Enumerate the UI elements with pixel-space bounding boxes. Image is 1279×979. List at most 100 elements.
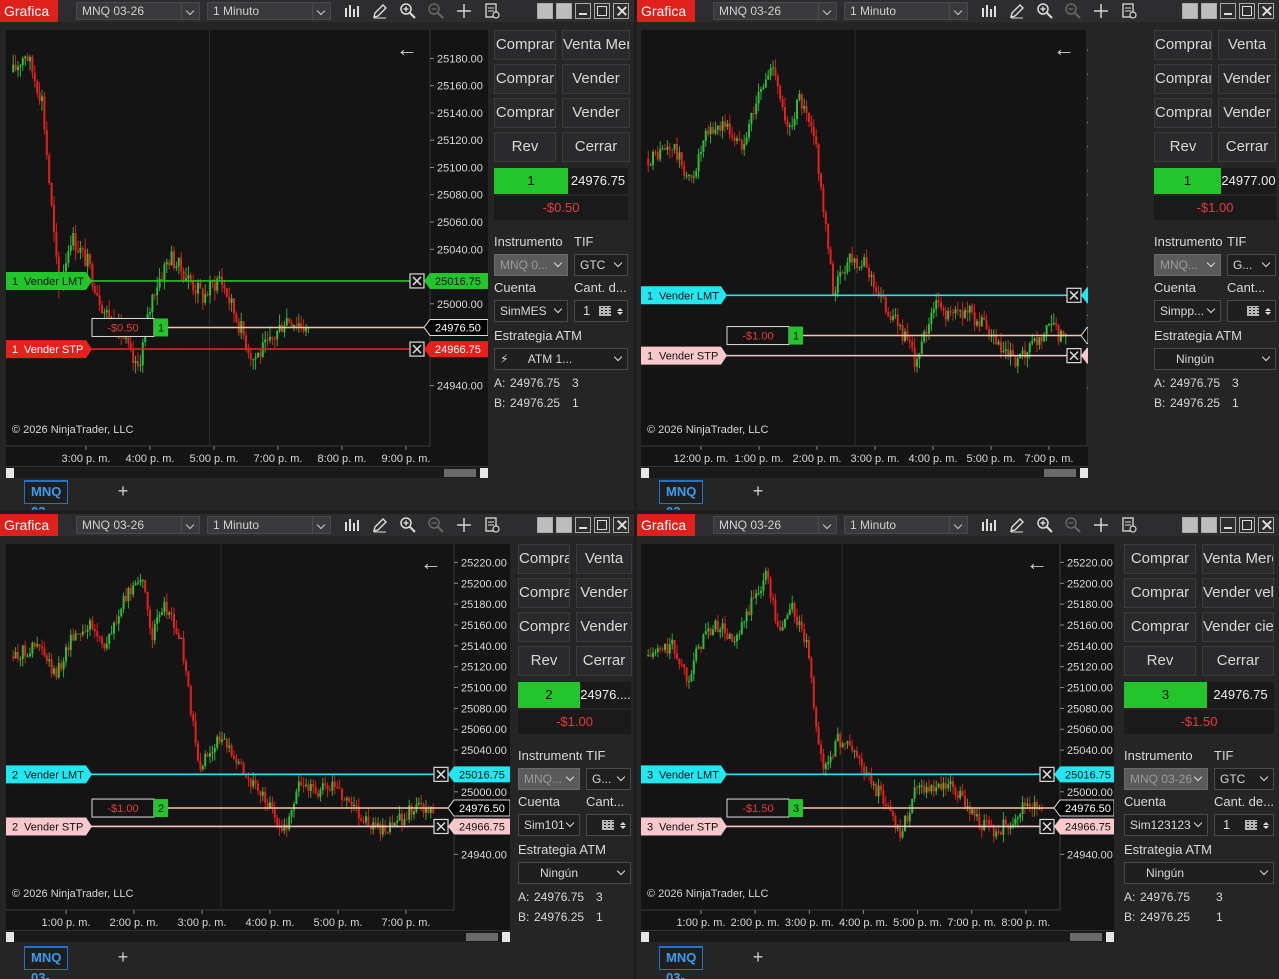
- scroll-right-arrow[interactable]: [1106, 932, 1114, 942]
- tif-select[interactable]: GTC: [1214, 768, 1274, 790]
- sell-close-button[interactable]: Vender: [562, 98, 630, 128]
- sell-limit-order-line[interactable]: 1 Vender LMT 25016.75: [6, 271, 488, 290]
- position-line[interactable]: -$0.50 1: [91, 317, 430, 337]
- buy-bar-button[interactable]: Comprar: [518, 578, 570, 608]
- crosshair-icon[interactable]: [1091, 2, 1111, 20]
- calculator-icon[interactable]: [1247, 306, 1259, 316]
- sell-bar-button[interactable]: Vender: [1218, 64, 1276, 94]
- buy-market-button[interactable]: Comprar: [1154, 30, 1212, 60]
- minimize-button[interactable]: [1220, 517, 1236, 533]
- sell-stop-order-line[interactable]: 2 Vender STP 24966.75: [6, 817, 510, 836]
- maximize-button[interactable]: [1239, 3, 1255, 19]
- price-chart[interactable]: 25220.0025200.0025180.0025160.0025140.00…: [641, 30, 1088, 468]
- sell-market-button[interactable]: Venta: [1218, 30, 1276, 60]
- buy-bar-button[interactable]: Comprar: [494, 64, 556, 94]
- tab-instrument[interactable]: MNQ 03-26: [659, 480, 704, 510]
- scroll-right-arrow[interactable]: [480, 468, 488, 478]
- close-button[interactable]: [1258, 517, 1274, 533]
- minimize-button[interactable]: [1220, 3, 1236, 19]
- scroll-thumb[interactable]: [1044, 469, 1076, 477]
- calculator-icon[interactable]: [1245, 820, 1257, 830]
- zoom-out-icon[interactable]: [1063, 2, 1083, 20]
- position-line[interactable]: -$1.50 3: [726, 798, 1060, 818]
- tab-instrument[interactable]: MNQ 03-26: [24, 946, 69, 979]
- tif-select[interactable]: G...: [1227, 254, 1276, 276]
- pencil-icon[interactable]: [370, 2, 390, 20]
- close-order-icon[interactable]: [433, 766, 449, 782]
- sell-bar-button[interactable]: Vender: [562, 64, 630, 94]
- reverse-button[interactable]: Rev: [518, 646, 570, 676]
- sell-limit-order-line[interactable]: 3 Vender LMT 25016.75: [641, 765, 1114, 784]
- instrument-selector[interactable]: MNQ 03-26: [713, 516, 837, 534]
- sell-market-button[interactable]: Venta: [576, 544, 632, 574]
- window-restore-button[interactable]: [1182, 517, 1198, 533]
- back-arrow-icon[interactable]: ←: [396, 36, 418, 61]
- window-restore-button[interactable]: [537, 3, 553, 19]
- close-order-icon[interactable]: [1039, 818, 1055, 835]
- plus-icon[interactable]: +: [117, 481, 129, 501]
- window-restore-button[interactable]: [537, 517, 553, 533]
- instrument-selector[interactable]: MNQ 03-26: [76, 516, 200, 534]
- minimize-button[interactable]: [575, 3, 591, 19]
- buy-market-button[interactable]: Comprar: [1124, 544, 1196, 574]
- sell-stop-order-line[interactable]: 3 Vender STP 24966.75: [641, 817, 1114, 836]
- maximize-button[interactable]: [594, 3, 610, 19]
- horizontal-scrollbar[interactable]: [641, 930, 1114, 942]
- close-button[interactable]: [613, 3, 629, 19]
- properties-icon[interactable]: [1119, 2, 1139, 20]
- interval-selector[interactable]: 1 Minuto: [844, 2, 968, 20]
- window-tile-button[interactable]: [556, 517, 572, 533]
- quantity-stepper[interactable]: 1: [574, 300, 628, 322]
- quantity-stepper[interactable]: [586, 814, 631, 836]
- sell-bar-button[interactable]: Vender vela: [1202, 578, 1274, 608]
- buy-close-button[interactable]: Comprar: [1154, 98, 1212, 128]
- instrument-selector[interactable]: MNQ 03-26: [713, 2, 837, 20]
- buy-close-button[interactable]: Comprar: [1124, 612, 1196, 642]
- pencil-icon[interactable]: [1007, 2, 1027, 20]
- zoom-in-icon[interactable]: [398, 2, 418, 20]
- zoom-in-icon[interactable]: [1035, 516, 1055, 534]
- buy-bar-button[interactable]: Comprar: [1124, 578, 1196, 608]
- zoom-in-icon[interactable]: [1035, 2, 1055, 20]
- order-tag[interactable]: [6, 817, 92, 836]
- window-tile-button[interactable]: [1201, 517, 1217, 533]
- instrument-selector[interactable]: MNQ 03-26: [76, 2, 200, 20]
- horizontal-scrollbar[interactable]: [641, 466, 1088, 478]
- scroll-left-arrow[interactable]: [6, 468, 14, 478]
- maximize-button[interactable]: [1239, 517, 1255, 533]
- order-tag[interactable]: [641, 346, 727, 365]
- window-tile-button[interactable]: [556, 3, 572, 19]
- sell-close-button[interactable]: Vender cierre: [1202, 612, 1274, 642]
- spinner-icon[interactable]: [615, 303, 625, 319]
- order-tag[interactable]: [641, 286, 727, 305]
- minimize-button[interactable]: [575, 517, 591, 533]
- crosshair-icon[interactable]: [454, 516, 474, 534]
- sell-market-button[interactable]: Venta Mercado: [1202, 544, 1274, 574]
- maximize-button[interactable]: [594, 517, 610, 533]
- horizontal-scrollbar[interactable]: [6, 930, 510, 942]
- scroll-left-arrow[interactable]: [6, 932, 14, 942]
- order-tag[interactable]: [6, 271, 92, 290]
- calculator-icon[interactable]: [602, 820, 614, 830]
- buy-close-button[interactable]: Comprar: [518, 612, 570, 642]
- spinner-icon[interactable]: [1261, 817, 1271, 833]
- crosshair-icon[interactable]: [1091, 516, 1111, 534]
- close-button[interactable]: [1258, 3, 1274, 19]
- zoom-out-icon[interactable]: [426, 2, 446, 20]
- close-position-button[interactable]: Cerrar: [1218, 132, 1276, 162]
- close-position-button[interactable]: Cerrar: [576, 646, 632, 676]
- spinner-icon[interactable]: [618, 817, 628, 833]
- account-select[interactable]: Simpp...: [1154, 300, 1221, 322]
- plus-icon[interactable]: +: [117, 947, 129, 967]
- buy-bar-button[interactable]: Comprar: [1154, 64, 1212, 94]
- quantity-stepper[interactable]: [1227, 300, 1276, 322]
- pencil-icon[interactable]: [370, 516, 390, 534]
- order-tag[interactable]: [641, 765, 727, 784]
- scroll-thumb[interactable]: [466, 933, 498, 941]
- buy-market-button[interactable]: Comprar: [518, 544, 570, 574]
- buy-market-button[interactable]: Comprar: [494, 30, 556, 60]
- tab-instrument[interactable]: MNQ 03-26: [659, 946, 704, 979]
- account-select[interactable]: Sim101: [518, 814, 580, 836]
- calculator-icon[interactable]: [599, 306, 611, 316]
- window-tile-button[interactable]: [1201, 3, 1217, 19]
